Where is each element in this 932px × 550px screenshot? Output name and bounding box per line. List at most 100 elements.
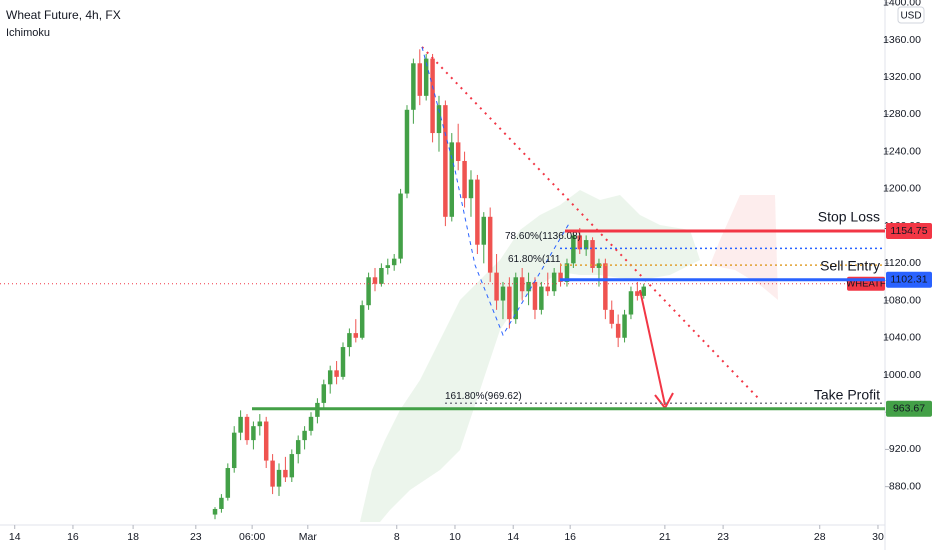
- candle-body: [411, 63, 416, 110]
- level-name: Sell Entry: [820, 257, 880, 273]
- level-price: 1154.75: [890, 225, 927, 237]
- x-tick-label: 06:00: [239, 531, 265, 543]
- candle-body: [519, 277, 525, 292]
- chart-title: Wheat Future, 4h, FX: [6, 8, 121, 22]
- x-tick-label: 23: [190, 531, 202, 543]
- candle-body: [468, 179, 474, 199]
- candle-body: [283, 469, 288, 478]
- x-tick-label: 16: [67, 531, 79, 543]
- y-tick-label: 1240.00: [883, 145, 921, 157]
- candle-body: [347, 333, 352, 348]
- candle-body: [500, 286, 506, 301]
- candle-body: [545, 286, 551, 292]
- level-price-box: [886, 400, 932, 417]
- candle-body: [475, 179, 480, 245]
- fib-label: 161.80%(969.62): [445, 391, 522, 402]
- candle-body: [494, 272, 499, 301]
- candle-body: [295, 440, 301, 455]
- candle-body: [257, 421, 263, 427]
- candle-body: [430, 58, 435, 134]
- candle-body: [571, 235, 576, 264]
- x-tick-label: 18: [127, 531, 139, 543]
- candle-body: [385, 265, 391, 268]
- candle-body: [641, 286, 646, 296]
- candle-body: [225, 468, 231, 498]
- candle-body: [423, 58, 429, 96]
- candle-body: [417, 63, 423, 96]
- candle-body: [449, 142, 455, 217]
- currency: USD: [900, 11, 921, 22]
- candle-body: [558, 272, 563, 282]
- candle-body: [327, 370, 333, 385]
- candle-body: [436, 105, 442, 134]
- x-tick-label: 28: [814, 531, 826, 543]
- x-tick-label: 30: [872, 531, 884, 543]
- candle-body: [353, 333, 359, 338]
- candle-body: [270, 460, 275, 487]
- candle-body: [590, 240, 595, 268]
- candle-body: [366, 277, 371, 306]
- candle-body: [251, 426, 256, 441]
- level-name: Stop Loss: [818, 209, 880, 225]
- x-tick-label: Mar: [299, 531, 318, 543]
- candle-body: [391, 258, 397, 266]
- candle-body: [526, 281, 531, 292]
- candle-body: [513, 277, 519, 320]
- candle-body: [539, 286, 544, 310]
- fib-path: [421, 46, 571, 337]
- y-tick-label: 1120.00: [884, 257, 921, 269]
- level-price: 963.67: [893, 403, 925, 415]
- candle-body: [487, 216, 493, 273]
- fib-label: 61.80%(111: [508, 254, 561, 265]
- trend-line: [421, 46, 761, 401]
- candle-body: [244, 416, 250, 441]
- candle-body: [628, 291, 634, 315]
- candle-body: [603, 263, 608, 310]
- y-tick-label: 1040.00: [883, 332, 921, 344]
- candle-body: [622, 314, 627, 338]
- candle-body: [481, 216, 487, 245]
- candle-body: [308, 416, 314, 431]
- candle-body: [596, 263, 602, 268]
- candle-body: [564, 263, 570, 282]
- x-tick-label: 8: [394, 531, 400, 543]
- x-tick-label: 14: [507, 531, 519, 543]
- indicator-name: Ichimoku: [6, 27, 50, 39]
- arrow: [639, 289, 666, 406]
- ichimoku-cloud-bear: [710, 195, 778, 300]
- candle-body: [302, 430, 307, 441]
- x-tick-label: 21: [659, 531, 671, 543]
- candle-body: [289, 454, 295, 478]
- last-price-label: WHEATF: [846, 278, 886, 289]
- x-tick-label: 23: [717, 531, 729, 543]
- y-tick-label: 1080.00: [883, 294, 921, 306]
- fib-label: 78.60%(1136.08): [505, 231, 581, 242]
- candle-body: [615, 323, 621, 338]
- candle-body: [404, 109, 410, 194]
- y-tick-label: 1000.00: [883, 369, 921, 381]
- candle-body: [635, 291, 640, 296]
- x-tick-label: 14: [9, 531, 21, 543]
- candle-body: [231, 432, 237, 469]
- y-tick-label: 920.00: [889, 443, 921, 455]
- currency-box: [897, 6, 925, 24]
- level-price-box: [886, 271, 932, 288]
- candle-body: [398, 193, 403, 259]
- candle-body: [359, 305, 365, 338]
- candle-body: [507, 286, 512, 320]
- candle-body: [443, 105, 448, 217]
- candle-body: [340, 347, 346, 377]
- candle-body: [334, 370, 339, 377]
- level-name: Take Profit: [814, 386, 880, 402]
- y-tick-label: 880.00: [889, 480, 921, 492]
- candle-body: [263, 421, 269, 461]
- y-tick-label: 1400.00: [883, 0, 921, 9]
- candle-body: [455, 142, 461, 161]
- candle-body: [462, 160, 467, 199]
- y-tick-label: 1360.00: [883, 34, 921, 46]
- level-price: 1102.31: [890, 274, 927, 286]
- candle-body: [583, 240, 589, 250]
- y-tick-label: 1200.00: [883, 183, 921, 195]
- ichimoku-cloud: [360, 190, 700, 522]
